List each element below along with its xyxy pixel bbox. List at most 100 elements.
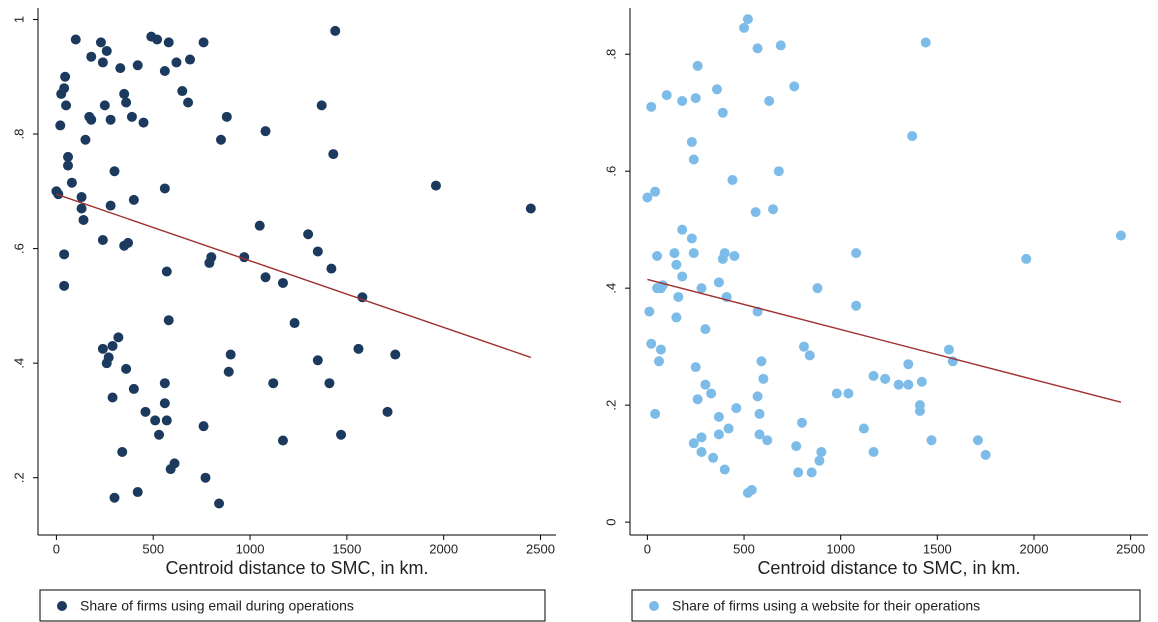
scatter-point xyxy=(115,63,126,74)
scatter-point xyxy=(382,406,393,417)
scatter-point xyxy=(677,271,688,282)
legend-label: Share of firms using a website for their… xyxy=(672,598,980,614)
scatter-point xyxy=(109,166,120,177)
scatter-point xyxy=(700,324,711,335)
scatter-point xyxy=(59,249,70,260)
scatter-point xyxy=(700,379,711,390)
scatter-point xyxy=(260,126,271,137)
scatter-point xyxy=(713,277,724,288)
scatter-point xyxy=(390,349,401,360)
scatter-point xyxy=(752,391,763,402)
x-tick-label: 0 xyxy=(644,541,651,556)
scatter-point xyxy=(150,415,161,426)
scatter-point xyxy=(980,449,991,460)
scatter-point xyxy=(843,388,854,399)
y-tick-label: .4 xyxy=(603,283,618,294)
scatter-point xyxy=(99,100,110,111)
scatter-point xyxy=(80,134,91,145)
x-tick-label: 1000 xyxy=(826,541,855,556)
scatter-point xyxy=(161,266,172,277)
legend-label: Share of firms using email during operat… xyxy=(80,598,354,614)
scatter-point xyxy=(758,373,769,384)
scatter-point xyxy=(113,332,124,343)
scatter-point xyxy=(128,194,139,205)
scatter-point xyxy=(806,467,817,478)
scatter-point xyxy=(312,246,323,257)
scatter-point xyxy=(61,100,72,111)
scatter-point xyxy=(655,344,666,355)
scatter-point xyxy=(756,356,767,367)
scatter-point xyxy=(316,100,327,111)
scatter-point xyxy=(63,160,74,171)
scatter-point xyxy=(221,111,232,122)
scatter-point xyxy=(97,57,108,68)
scatter-point xyxy=(312,355,323,366)
scatter-point xyxy=(152,34,163,45)
scatter-point xyxy=(289,318,300,329)
x-tick-label: 1500 xyxy=(332,541,361,556)
scatter-point xyxy=(200,472,211,483)
scatter-point xyxy=(140,406,151,417)
scatter-point xyxy=(713,411,724,422)
scatter-point xyxy=(206,252,217,263)
scatter-point xyxy=(972,435,983,446)
scatter-point xyxy=(76,203,87,214)
scatter-point xyxy=(63,151,74,162)
scatter-point xyxy=(59,280,70,291)
scatter-point xyxy=(851,248,862,259)
scatter-point xyxy=(731,403,742,414)
scatter-point xyxy=(70,34,81,45)
scatter-point xyxy=(169,458,180,469)
scatter-point xyxy=(260,272,271,283)
scatter-point xyxy=(673,291,684,302)
x-tick-label: 500 xyxy=(733,541,755,556)
scatter-point xyxy=(880,373,891,384)
scatter-point xyxy=(764,96,775,106)
scatter-point xyxy=(671,312,682,323)
scatter-point xyxy=(254,220,265,231)
scatter-point xyxy=(706,388,717,399)
y-tick-label: .8 xyxy=(11,129,26,140)
scatter-point xyxy=(754,429,765,440)
scatter-point xyxy=(159,398,170,409)
scatter-point xyxy=(105,200,116,211)
scatter-point xyxy=(711,84,722,95)
scatter-point xyxy=(696,283,707,294)
scatter-point xyxy=(123,237,134,248)
scatter-point xyxy=(132,487,143,498)
scatter-point xyxy=(773,166,784,177)
x-tick-label: 0 xyxy=(53,541,60,556)
scatter-point xyxy=(159,66,170,77)
scatter-point xyxy=(750,207,761,218)
scatter-point xyxy=(690,93,701,104)
scatter-point xyxy=(121,363,132,374)
scatter-point xyxy=(101,45,112,56)
scatter-point xyxy=(277,277,288,288)
scatter-point xyxy=(851,300,862,311)
scatter-point xyxy=(893,379,904,390)
scatter-point xyxy=(791,441,802,452)
scatter-point xyxy=(430,180,441,191)
x-tick-label: 500 xyxy=(142,541,164,556)
scatter-point xyxy=(163,37,174,48)
scatter-point xyxy=(729,251,740,261)
y-tick-label: .4 xyxy=(11,358,26,369)
scatter-point xyxy=(126,111,137,122)
scatter-point xyxy=(655,283,666,294)
scatter-point xyxy=(119,88,130,99)
x-axis-title: Centroid distance to SMC, in km. xyxy=(757,558,1020,578)
scatter-point xyxy=(688,438,699,449)
scatter-point xyxy=(644,306,655,317)
scatter-point xyxy=(86,51,97,62)
scatter-point xyxy=(661,90,672,101)
scatter-point xyxy=(669,248,680,259)
scatter-point xyxy=(55,120,66,131)
legend-box xyxy=(39,589,546,622)
scatter-point xyxy=(920,37,931,48)
scatter-point xyxy=(858,423,869,434)
scatter-point xyxy=(671,259,682,270)
scatter-point xyxy=(132,60,143,71)
scatter-point xyxy=(76,192,87,203)
scatter-point xyxy=(762,435,773,446)
scatter-point xyxy=(109,492,120,503)
